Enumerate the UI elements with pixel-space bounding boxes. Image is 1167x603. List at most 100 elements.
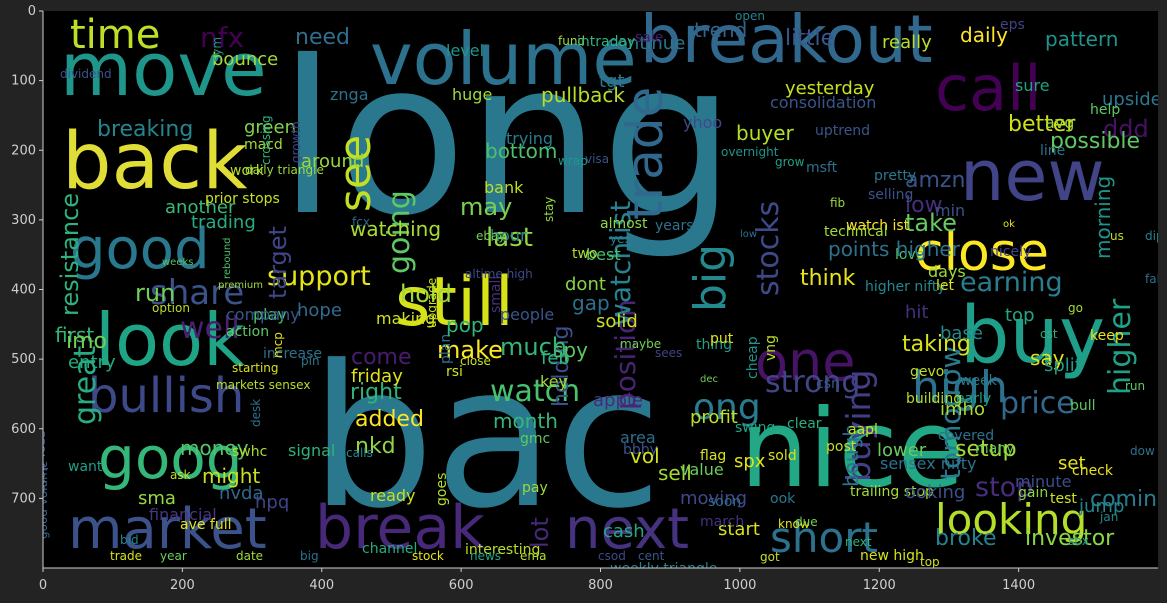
word-many: many	[975, 441, 1014, 457]
word-gevo: gevo	[910, 364, 944, 380]
word-first: first	[55, 323, 94, 347]
word-break: break	[315, 493, 485, 563]
word-dip: dip	[1145, 229, 1164, 243]
word-hpq: hpq	[255, 492, 289, 513]
word-macd: macd	[244, 137, 283, 153]
word-small: small	[488, 276, 504, 313]
word-prior-stops: prior stops	[205, 191, 280, 207]
word-sees: sees	[655, 346, 682, 360]
word-cash: cash	[603, 521, 645, 542]
word-imo: imo	[66, 329, 107, 354]
word-really: really	[882, 32, 932, 53]
word-clear: clear	[787, 416, 822, 432]
word-people: people	[500, 305, 554, 324]
x-tick-label: 1400	[1002, 578, 1035, 593]
word-ddd: ddd	[1103, 115, 1149, 143]
word-spx: spx	[734, 451, 766, 472]
word-key: key	[540, 372, 568, 391]
word-new: new	[960, 135, 1105, 217]
word-added: added	[355, 407, 424, 432]
word-make: make	[437, 336, 503, 364]
y-tick-label: 100	[11, 74, 36, 89]
word-points-higher: points higher	[828, 237, 961, 261]
word-lot: lot	[526, 517, 554, 548]
word-position: position	[609, 299, 642, 410]
word-coming: coming	[1090, 487, 1167, 512]
y-tick-label: 300	[11, 213, 36, 228]
word-weeks: weeks	[162, 257, 193, 268]
word-dividend: dividend	[60, 67, 112, 81]
word-due: due	[795, 515, 818, 529]
word-option: option	[152, 301, 190, 315]
word-pattern: pattern	[1045, 27, 1119, 51]
word-high: high	[912, 362, 1008, 413]
word-tgt: tgt	[599, 71, 625, 92]
x-tick-label: 800	[588, 578, 613, 593]
word-march: march	[700, 514, 744, 530]
word-year: year	[160, 549, 187, 563]
x-axis-ticks: 0 200 400 600 800 1000 1200 1400	[39, 568, 1035, 593]
word-trailing-stop: trailing stop	[850, 484, 934, 500]
word-covered: covered	[938, 428, 994, 444]
word-minute: minute	[1015, 472, 1071, 491]
word-us: us	[1110, 229, 1124, 243]
word-gmc: gmc	[520, 431, 550, 447]
word-one: one	[755, 330, 856, 393]
word-thing: thing	[696, 337, 732, 353]
word-continue: continue	[607, 33, 685, 54]
word-ready: ready	[370, 486, 416, 505]
word-ooking: ooking	[905, 482, 965, 503]
word-got: got	[760, 550, 780, 564]
word-nfx: nfx	[200, 21, 244, 54]
word-sold: sold	[768, 448, 797, 464]
word-know: know	[778, 517, 810, 531]
word-soon: soon	[708, 494, 741, 510]
word-bough: bough	[839, 424, 863, 487]
word-consolidation: consolidation	[770, 93, 876, 112]
y-tick-label: 0	[28, 4, 36, 19]
word-move: move	[60, 27, 267, 113]
word-trading: trading	[191, 212, 256, 233]
word-price: price	[1000, 386, 1075, 421]
word-feb: feb	[541, 348, 570, 369]
word-month: month	[493, 409, 558, 433]
word-well: well	[180, 311, 240, 346]
word-vng: vng	[763, 335, 779, 361]
word-grow: grow	[775, 155, 805, 169]
word-pay: pay	[522, 480, 548, 496]
word-area: area	[620, 428, 656, 447]
word-better: better	[1008, 112, 1076, 137]
y-tick-label: 600	[11, 422, 36, 437]
word-top: top	[1005, 305, 1035, 326]
word-mcp: mcp	[271, 332, 285, 358]
word-csn: csn	[816, 376, 840, 392]
word-might: might	[202, 464, 260, 488]
word-sym: sym	[210, 37, 224, 62]
word-news: news	[470, 549, 501, 563]
word-daily: daily	[960, 23, 1008, 47]
word-bounce: bounce	[212, 49, 278, 70]
word-going: going	[382, 190, 417, 274]
word-cheap: cheap	[745, 336, 761, 379]
word-trade: trade	[616, 87, 674, 220]
word-watch-ist: watch ist	[846, 218, 910, 234]
word-plan: plan	[438, 334, 454, 364]
word-technical: technical	[824, 224, 888, 240]
word-jan: jan	[1099, 510, 1118, 524]
word-looking: looking	[935, 495, 1087, 544]
word-upgrade: upgrade	[425, 278, 439, 328]
word-wrap: wrap	[558, 154, 588, 168]
word-may: may	[460, 193, 512, 221]
word-big: big	[300, 549, 319, 563]
word-cent: cent	[638, 549, 665, 563]
word-bid: bid	[120, 533, 139, 547]
y-tick-label: 500	[11, 352, 36, 367]
word-maybe: maybe	[620, 337, 661, 351]
word-avg: avg	[1045, 113, 1074, 132]
word-hit: hit	[905, 302, 928, 323]
word-stop: stop	[975, 472, 1033, 503]
word-broke: broke	[935, 526, 996, 551]
word-possible: possible	[1050, 129, 1140, 154]
word-yes: yes	[610, 232, 631, 246]
word-watch: watch	[490, 374, 580, 409]
